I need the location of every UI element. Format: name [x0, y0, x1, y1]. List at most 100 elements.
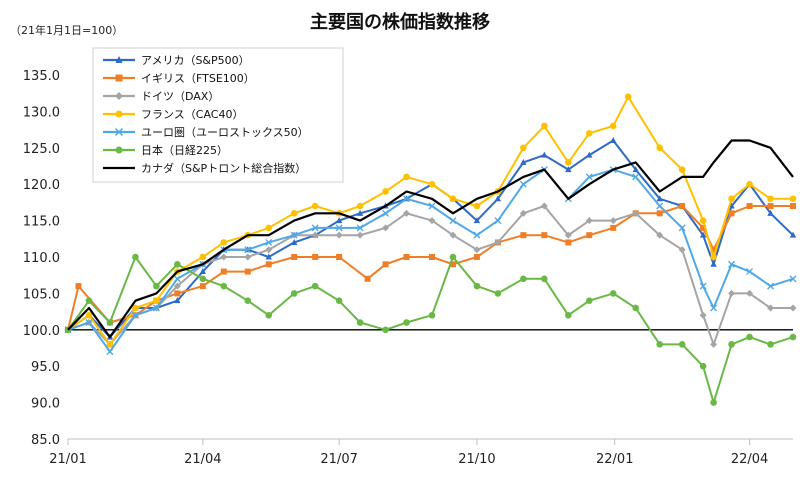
series-point-3	[678, 166, 686, 173]
series-point-3	[767, 195, 774, 203]
y-tick-label: 85.0	[31, 433, 60, 448]
series-point-0	[473, 217, 481, 224]
legend-marker-3	[115, 110, 123, 118]
legend-label-2: ドイツ（DAX）	[141, 90, 219, 103]
series-point-0	[565, 166, 572, 173]
series-point-5	[199, 275, 207, 283]
series-point-1	[449, 261, 456, 268]
y-tick-label: 100.0	[23, 324, 60, 339]
series-point-0	[494, 195, 502, 202]
series-point-4	[335, 224, 343, 232]
series-point-1	[710, 246, 717, 253]
series-point-1	[220, 268, 227, 275]
series-point-4	[403, 195, 411, 203]
series-point-4	[173, 275, 181, 283]
series-point-1	[336, 254, 343, 260]
series-point-2	[609, 217, 617, 225]
series-point-4	[449, 217, 457, 225]
series-point-1	[520, 232, 527, 239]
series-point-2	[311, 231, 319, 239]
legend-marker-4	[114, 127, 124, 137]
series-point-1	[586, 232, 593, 239]
x-tick-label: 22/04	[731, 452, 768, 467]
series-point-3	[609, 122, 617, 130]
series-point-2	[519, 209, 527, 217]
series-point-0	[632, 166, 639, 173]
series-point-5	[656, 341, 663, 348]
y-tick-label: 130.0	[23, 105, 60, 120]
series-point-1	[728, 210, 735, 217]
series-point-3	[132, 304, 139, 312]
series-point-3	[699, 217, 707, 224]
series-point-1	[610, 224, 617, 231]
x-tick-label: 21/07	[320, 452, 357, 467]
series-point-5	[520, 275, 527, 283]
series-point-4	[265, 238, 273, 246]
series-point-4	[473, 231, 481, 239]
legend-marker-1	[115, 74, 123, 82]
series-point-0	[290, 238, 298, 245]
x-tick-label: 21/04	[184, 452, 221, 467]
series-point-1	[700, 224, 707, 231]
series-point-0	[656, 195, 663, 202]
series-line-6	[67, 139, 794, 339]
series-point-0	[174, 297, 181, 304]
legend-label-1: イギリス（FTSE100）	[141, 72, 255, 85]
series-point-0	[699, 231, 707, 238]
series-line-2	[67, 205, 793, 346]
series-point-4	[311, 224, 319, 232]
x-tick-label: 21/10	[458, 452, 495, 467]
series-point-1	[656, 210, 663, 217]
series-point-5	[290, 290, 298, 297]
y-tick-label: 110.0	[23, 251, 60, 266]
series-point-2	[728, 289, 736, 297]
series-point-4	[728, 260, 736, 268]
series-point-4	[678, 224, 686, 232]
series-point-3	[565, 159, 572, 166]
series-point-5	[403, 319, 410, 326]
series-point-1	[382, 261, 389, 268]
legend-label-4: ユーロ圏（ユーロストックス50）	[141, 126, 309, 139]
series-point-5	[335, 297, 343, 304]
series-point-5	[632, 304, 640, 312]
unit-note: （21年1月1日=100）	[10, 24, 124, 37]
series-point-5	[174, 260, 181, 268]
series-point-2	[699, 311, 707, 319]
series-point-0	[767, 209, 774, 216]
series-point-2	[494, 238, 502, 246]
series-point-5	[699, 362, 707, 370]
series-point-5	[106, 319, 114, 326]
legend-marker-0	[115, 56, 123, 63]
series-point-2	[335, 231, 343, 239]
series-point-4	[656, 202, 664, 210]
series-point-5	[153, 282, 160, 290]
series-point-2	[540, 202, 548, 210]
series-point-5	[449, 253, 457, 261]
series-point-1	[473, 254, 480, 260]
series-point-2	[220, 253, 228, 261]
series-point-4	[290, 231, 298, 239]
series-point-0	[586, 151, 593, 158]
series-point-5	[382, 326, 389, 334]
series-line-5	[67, 256, 794, 404]
series-point-4	[746, 268, 754, 276]
series-point-2	[564, 231, 572, 239]
y-tick-label: 95.0	[31, 360, 60, 375]
series-point-4	[494, 217, 502, 225]
series-point-2	[382, 224, 390, 232]
series-point-5	[789, 333, 797, 341]
series-point-4	[632, 173, 640, 181]
series-point-3	[585, 129, 593, 137]
series-point-3	[403, 173, 410, 181]
series-point-1	[541, 232, 548, 239]
series-point-5	[220, 282, 228, 290]
series-point-2	[403, 209, 411, 217]
series-point-2	[656, 231, 664, 239]
series-point-3	[199, 253, 207, 261]
series-point-3	[789, 195, 797, 203]
series-point-0	[199, 268, 207, 275]
series-point-3	[449, 195, 457, 203]
series-point-0	[789, 231, 797, 238]
series-point-5	[265, 311, 273, 319]
